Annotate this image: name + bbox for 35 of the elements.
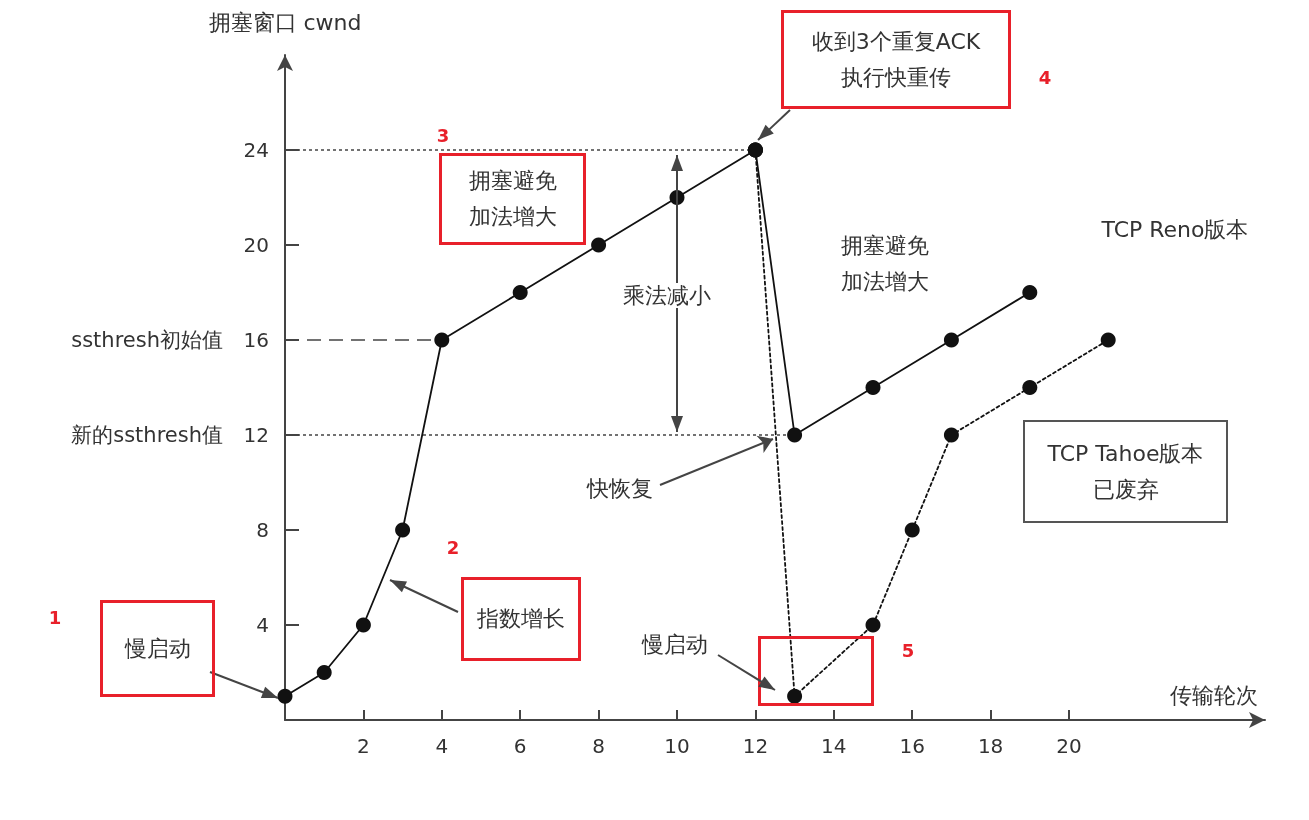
x-tick-label: 4 <box>435 734 449 758</box>
annotation: TCP Reno版本 <box>1101 217 1249 242</box>
annotation: 4 <box>1038 67 1052 88</box>
x-tick-label: 8 <box>592 734 605 758</box>
annotation: 乘法减小 <box>623 283 711 308</box>
x-tick-label: 2 <box>357 734 370 758</box>
y-tick-label: 8 <box>256 518 269 542</box>
text: 慢启动 <box>124 634 191 663</box>
y-tick-label: 12 <box>243 423 269 447</box>
x-tick-label: 12 <box>742 734 769 758</box>
x-tick-label: 16 <box>899 734 925 758</box>
ref-line-label: ssthresh初始值 <box>71 328 223 352</box>
x-tick-label: 10 <box>664 734 690 758</box>
annotation: 慢启动 <box>642 632 708 657</box>
ref-line-label: 新的ssthresh值 <box>71 423 223 447</box>
y-tick-label: 20 <box>243 233 269 257</box>
annotation: TCP Tahoe版本已废弃 <box>1046 439 1205 504</box>
annotation: 2 <box>446 537 460 558</box>
annotation: 5 <box>901 640 915 661</box>
text: 1 <box>48 607 62 628</box>
x-tick-label: 18 <box>977 734 1004 758</box>
annotation: 拥塞避免加法增大 <box>840 232 930 296</box>
annotation: 3 <box>436 125 450 146</box>
annotation: 收到3个重复ACK 执行快重传 <box>811 27 981 92</box>
x-tick-label: 20 <box>1056 734 1082 758</box>
annotation: 快恢复 <box>585 475 653 501</box>
annotation: 指数增长 <box>477 605 565 633</box>
x-tick-label: 14 <box>821 734 847 758</box>
x-tick-label: 6 <box>513 734 527 758</box>
y-tick-label: 24 <box>243 138 269 162</box>
y-axis-title: 拥塞窗口 cwnd <box>208 9 362 35</box>
x-axis-title: 传输轮次 <box>1170 682 1258 708</box>
y-tick-label: 16 <box>243 328 269 352</box>
y-tick-label: 4 <box>256 613 269 637</box>
annotation: 拥塞避免加法增大 <box>467 167 558 231</box>
